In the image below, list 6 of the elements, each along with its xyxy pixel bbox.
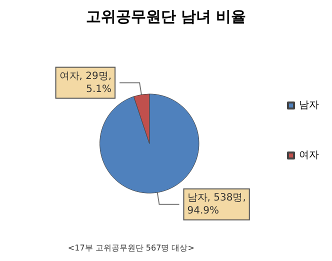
legend-label: 남자	[299, 100, 319, 111]
chart-title: 고위공무원단 남녀 비율	[86, 8, 246, 26]
text: <17부 고위공무원단 567명 대상>	[68, 244, 194, 252]
data-label: 남자, 538명, 94.9%	[187, 192, 246, 216]
data-label: 여자, 29명, 5.1%	[59, 70, 112, 95]
legend-label: 여자	[299, 150, 319, 161]
